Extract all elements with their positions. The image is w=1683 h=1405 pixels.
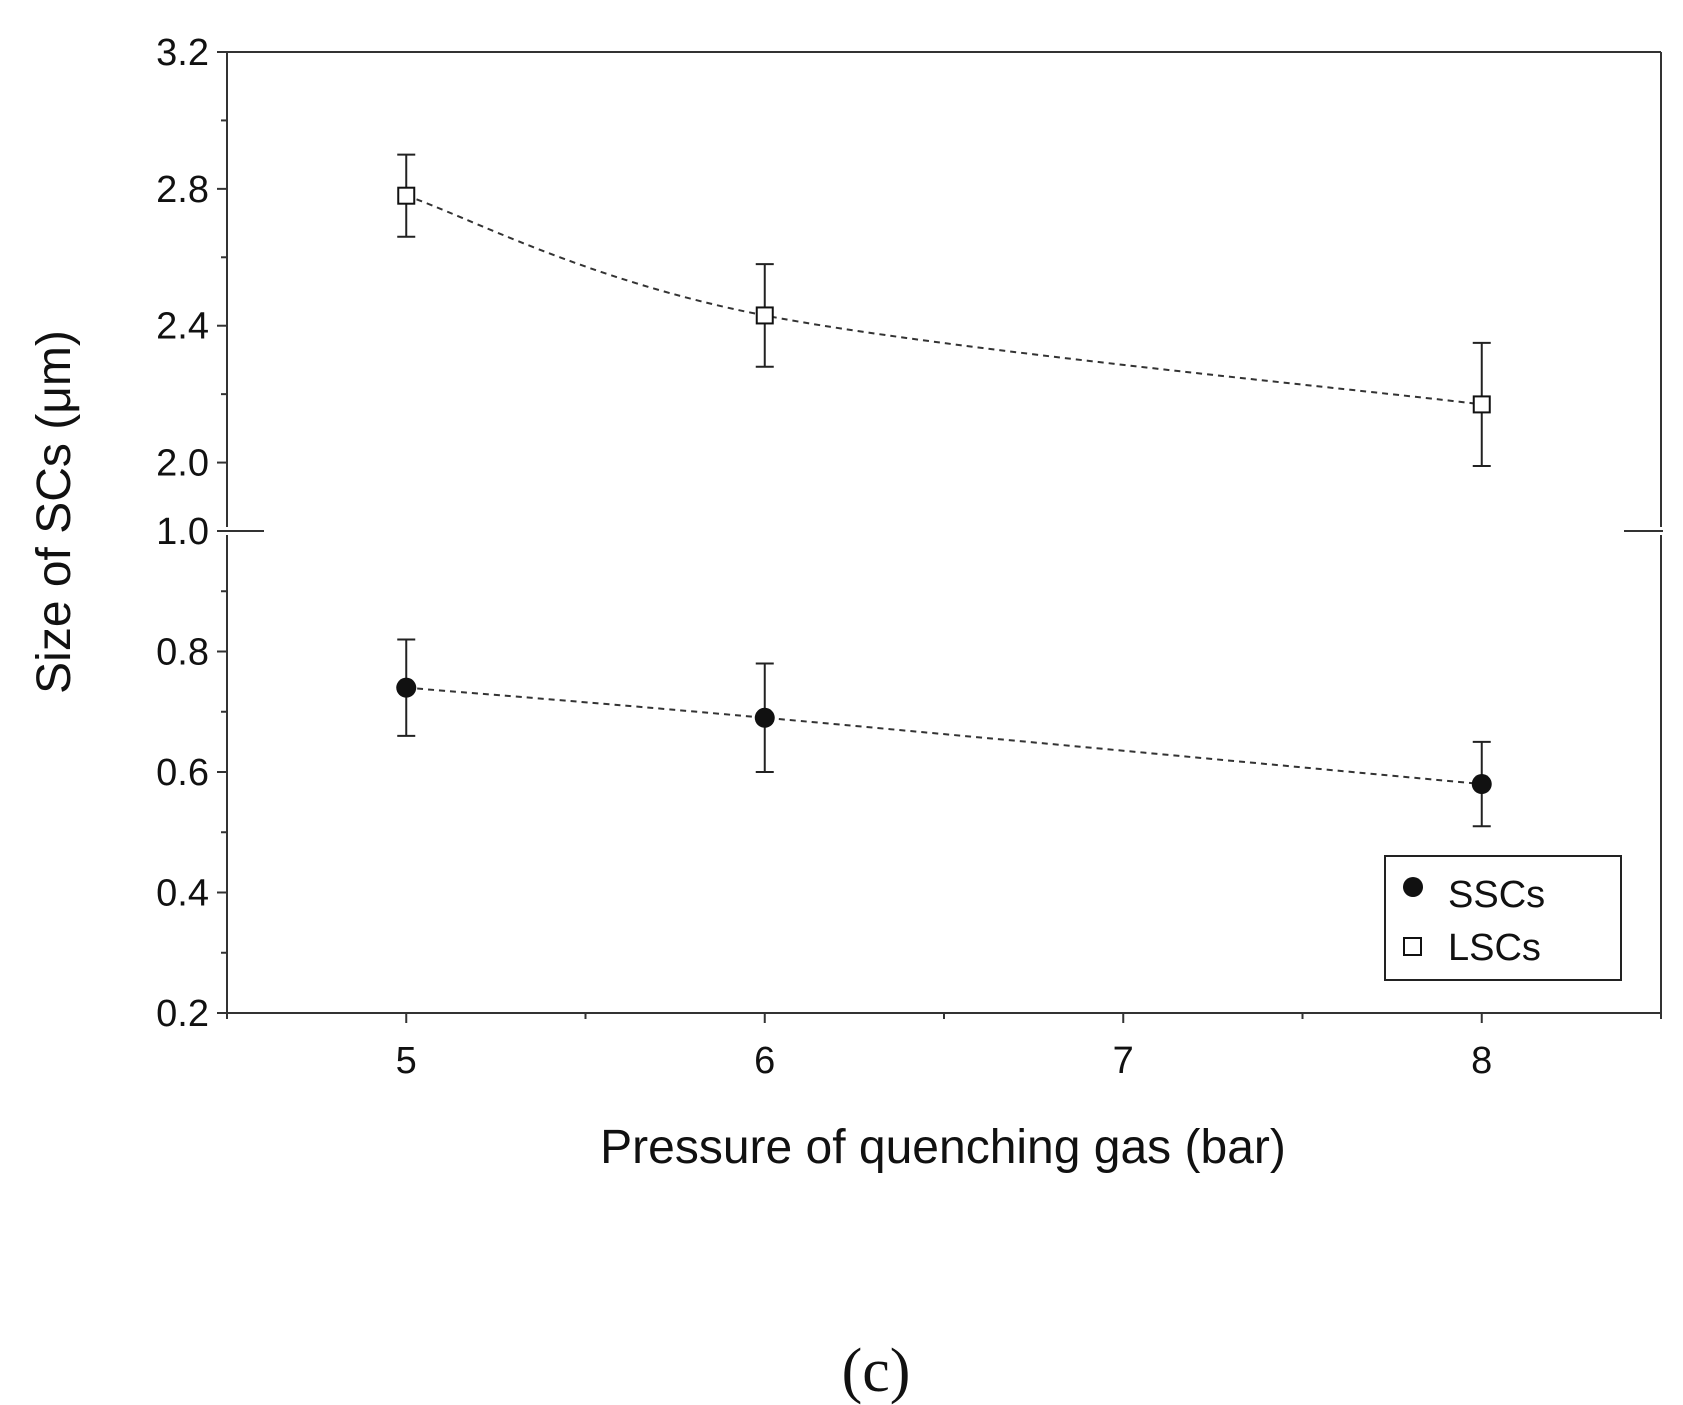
x-tick-label: 6 [754, 1040, 775, 1082]
y-tick-label: 2.0 [156, 443, 209, 485]
legend-ssc-label: SSCs [1448, 874, 1545, 916]
y-tick-label: 2.4 [156, 306, 209, 348]
legend-ssc-marker [1403, 877, 1423, 897]
y-tick-label: 0.8 [156, 632, 209, 674]
data-point-lscs [755, 306, 774, 325]
data-point-sscs [754, 707, 775, 728]
x-tick-label: 7 [1113, 1040, 1134, 1082]
legend: SSCs LSCs [1384, 855, 1622, 981]
data-point-sscs [1471, 774, 1492, 795]
legend-lsc-label: LSCs [1448, 927, 1541, 969]
plot-frame [225, 51, 1663, 1014]
data-point-lscs [1472, 395, 1491, 414]
x-tick-label: 8 [1471, 1040, 1492, 1082]
legend-box [1384, 855, 1622, 981]
panel-label: (c) [842, 1337, 911, 1405]
data-point-lscs [397, 186, 416, 205]
y-tick-label: 0.6 [156, 752, 209, 794]
legend-lsc-marker [1403, 937, 1422, 956]
x-axis-title: Pressure of quenching gas (bar) [600, 1121, 1286, 1174]
axis-ticks: 0.2 0.4 0.6 0.8 1.0 2.0 2.4 2.8 3.2 5 6 7 8 [156, 32, 1662, 1082]
x-tick-label: 5 [396, 1040, 417, 1082]
fit-lines [405, 194, 1482, 786]
data-markers [396, 186, 1492, 795]
y-axis-title: Size of SCs (μm) [28, 330, 81, 694]
y-tick-label: 0.2 [156, 993, 209, 1035]
fit-line-lscs [405, 194, 1482, 406]
y-tick-label: 1.0 [156, 511, 209, 553]
y-tick-label: 0.4 [156, 873, 209, 915]
y-tick-label: 3.2 [156, 32, 209, 74]
data-point-sscs [396, 677, 417, 698]
y-tick-label: 2.8 [156, 169, 209, 211]
fit-line-sscs [406, 686, 1482, 786]
error-bars [397, 153, 1491, 828]
